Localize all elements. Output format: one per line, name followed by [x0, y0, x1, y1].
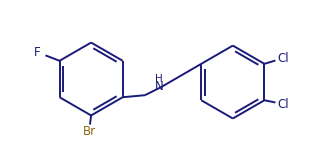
Text: N: N	[155, 80, 164, 93]
Text: Cl: Cl	[278, 98, 290, 111]
Text: F: F	[34, 46, 40, 59]
Text: Cl: Cl	[278, 52, 290, 65]
Text: Br: Br	[83, 125, 96, 138]
Text: H: H	[155, 74, 163, 84]
